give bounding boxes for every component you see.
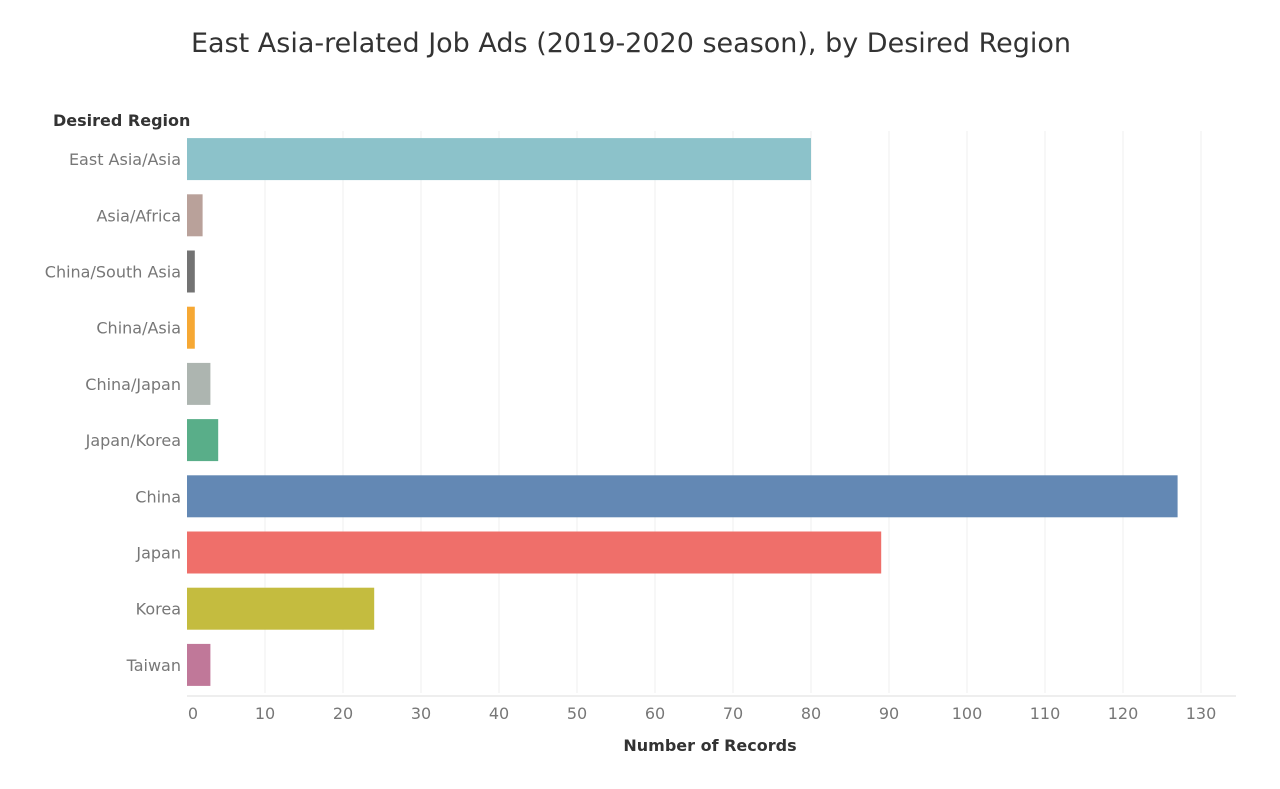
category-label: China	[135, 487, 181, 506]
x-tick-labels: 0 10 20 30 40 50 60 70 80 90 100 110 120 130	[188, 704, 1216, 723]
x-tick-label: 40	[489, 704, 509, 723]
x-tick-label: 50	[567, 704, 587, 723]
category-label: Japan	[135, 544, 181, 563]
bar-asia-africa[interactable]	[187, 194, 203, 237]
bar-east-asia-asia[interactable]	[187, 138, 811, 181]
x-tick-label: 110	[1030, 704, 1061, 723]
x-tick-label: 90	[879, 704, 899, 723]
x-tick-label: 30	[411, 704, 431, 723]
x-tick-label: 100	[952, 704, 983, 723]
bar-japan[interactable]	[187, 531, 882, 574]
x-axis-title: Number of Records	[623, 736, 796, 755]
x-tick-label: 0	[188, 704, 198, 723]
category-label: Taiwan	[126, 656, 181, 675]
category-label: Asia/Africa	[96, 206, 181, 225]
category-label: China/South Asia	[45, 263, 181, 282]
y-axis-title: Desired Region	[53, 111, 190, 130]
category-label: Japan/Korea	[85, 431, 181, 450]
category-label: China/Japan	[85, 375, 181, 394]
category-labels: East Asia/Asia Asia/Africa China/South Asi…	[45, 150, 181, 675]
x-tick-label: 130	[1186, 704, 1217, 723]
x-tick-label: 20	[333, 704, 353, 723]
category-label: China/Asia	[96, 319, 181, 338]
bars	[187, 138, 1178, 686]
chart-title: East Asia-related Job Ads (2019-2020 sea…	[190, 28, 1072, 59]
bar-china[interactable]	[187, 475, 1178, 518]
x-tick-label: 80	[801, 704, 821, 723]
category-label: Korea	[136, 600, 181, 619]
bar-japan-korea[interactable]	[187, 419, 219, 462]
bar-china-japan[interactable]	[187, 362, 211, 405]
x-tick-label: 10	[255, 704, 275, 723]
x-tick-label: 60	[645, 704, 665, 723]
bar-china-asia[interactable]	[187, 306, 195, 349]
x-tick-label: 120	[1108, 704, 1139, 723]
bar-korea[interactable]	[187, 587, 375, 630]
x-tick-label: 70	[723, 704, 743, 723]
gridlines	[264, 131, 1202, 693]
bar-taiwan[interactable]	[187, 643, 211, 686]
category-label: East Asia/Asia	[69, 150, 181, 169]
bar-china-south-asia[interactable]	[187, 250, 195, 293]
